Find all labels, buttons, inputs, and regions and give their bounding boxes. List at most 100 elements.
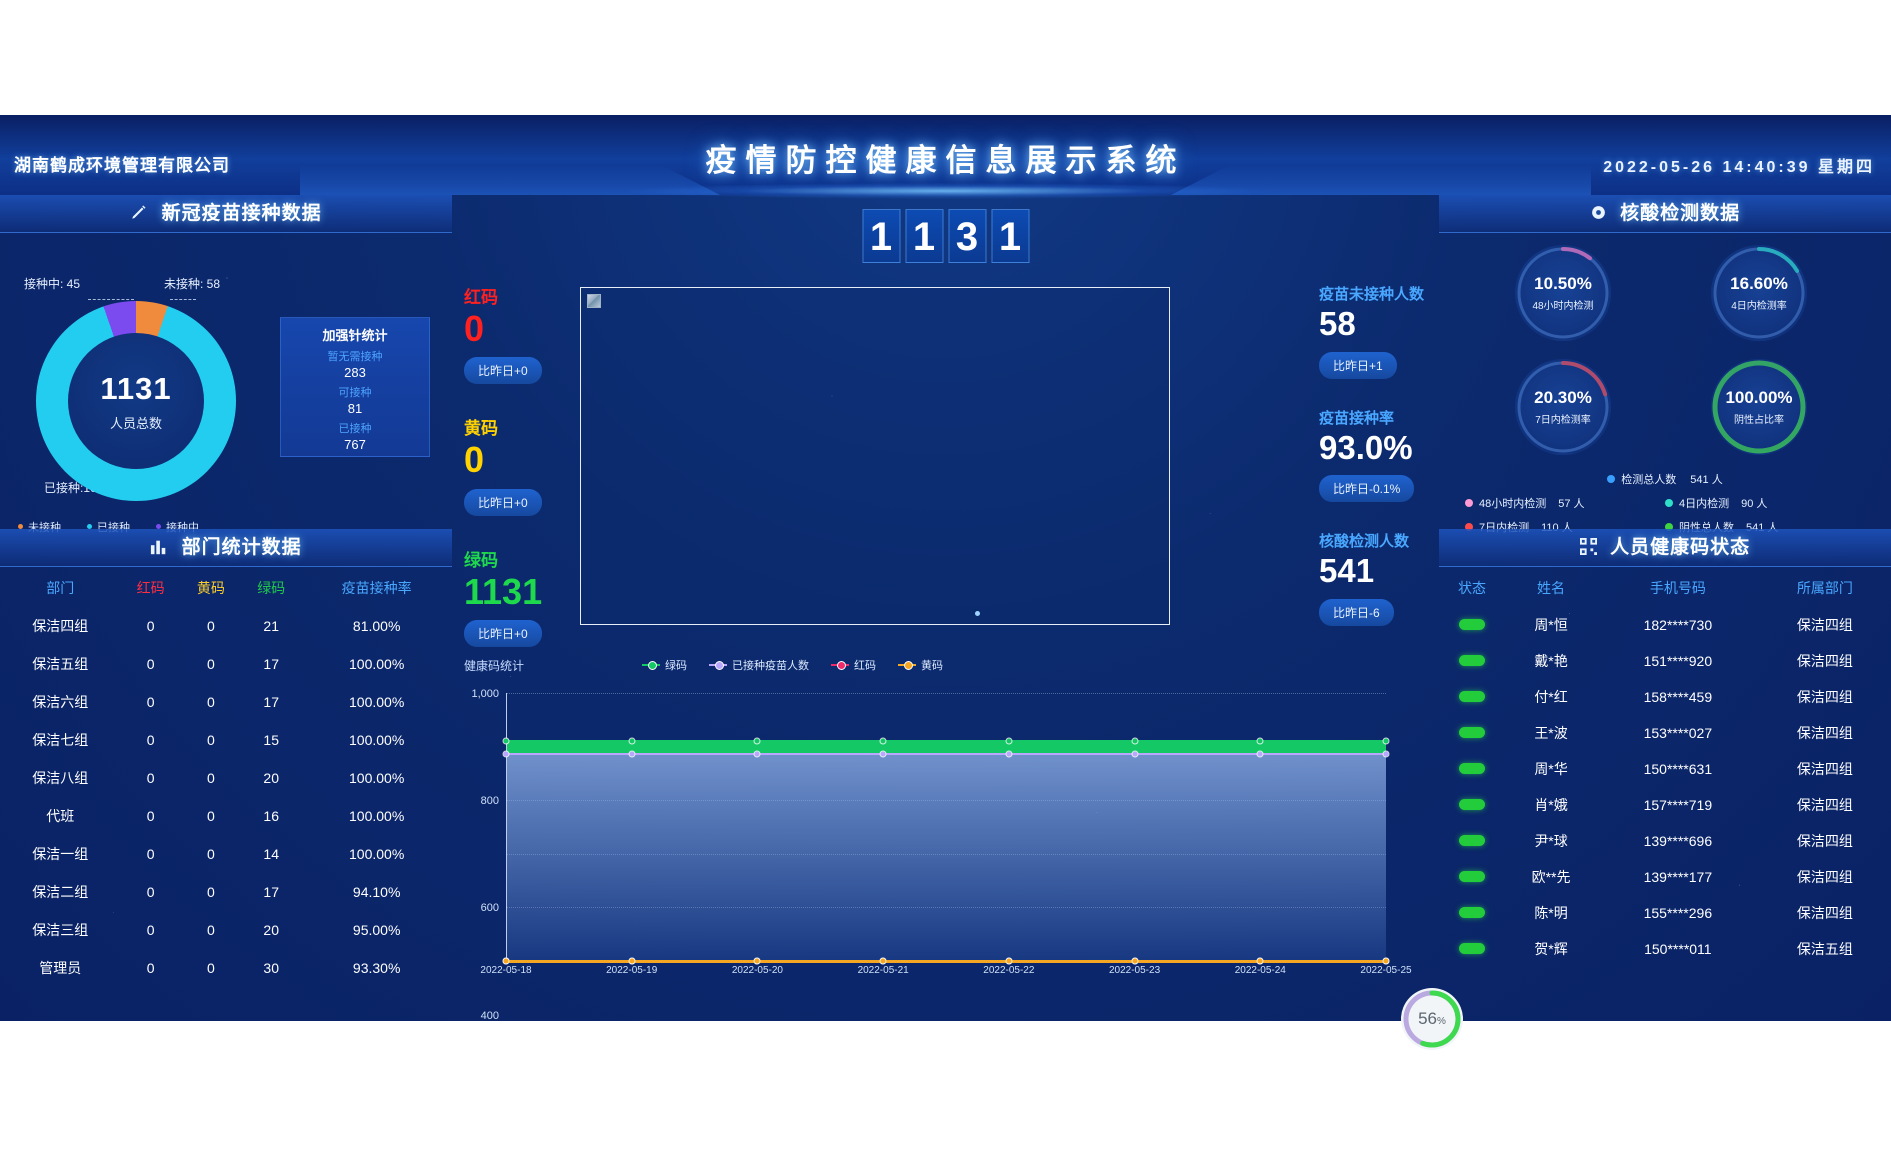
- chart-legend-item[interactable]: 黄码: [898, 657, 943, 673]
- map-container[interactable]: [580, 287, 1170, 625]
- cell-green: 17: [263, 656, 279, 672]
- table-row[interactable]: 保洁四组 0 0 21 81.00%: [0, 607, 452, 645]
- chart-data-point[interactable]: [754, 738, 760, 744]
- chart-data-point[interactable]: [1383, 738, 1389, 744]
- col-status: 状态: [1458, 580, 1487, 596]
- table-row[interactable]: 保洁五组 0 0 17 100.00%: [0, 645, 452, 683]
- cell-red: 0: [146, 732, 155, 748]
- chart-legend-item[interactable]: 已接种疫苗人数: [709, 657, 809, 673]
- list-item[interactable]: 肖*娥 157****719 保洁四组: [1439, 787, 1891, 823]
- cell-dept: 保洁八组: [32, 770, 89, 786]
- list-item[interactable]: 戴*艳 151****920 保洁四组: [1439, 643, 1891, 679]
- progress-widget[interactable]: 56%: [1401, 988, 1463, 1050]
- chart-data-point[interactable]: [1006, 738, 1012, 744]
- table-row[interactable]: 代班 0 0 16 100.00%: [0, 797, 452, 835]
- cell-green: 14: [263, 846, 279, 862]
- cell-status: [1439, 787, 1505, 823]
- col-green: 绿码: [257, 580, 286, 596]
- chart-data-point[interactable]: [880, 958, 886, 964]
- list-item[interactable]: 周*恒 182****730 保洁四组: [1439, 607, 1891, 643]
- chart-data-point[interactable]: [1132, 738, 1138, 744]
- list-item[interactable]: 贺*辉 150****011 保洁五组: [1439, 931, 1891, 967]
- chart-title: 健康码统计: [464, 659, 525, 673]
- department-stats-panel: 部门统计数据 部门 红码 黄码 绿码 疫苗接种率 保洁四组 0 0 21 81.00% 保…: [0, 529, 452, 1021]
- legend-marker-icon: [642, 661, 660, 670]
- list-item[interactable]: 周*华 150****631 保洁四组: [1439, 751, 1891, 787]
- cell-department: 保洁四组: [1796, 797, 1853, 813]
- cell-name: 贺*辉: [1534, 941, 1568, 957]
- chart-data-point[interactable]: [880, 738, 886, 744]
- chart-data-point[interactable]: [629, 958, 635, 964]
- chart-x-tick: 2022-05-18: [480, 965, 532, 976]
- chart-data-point[interactable]: [629, 738, 635, 744]
- chart-data-point[interactable]: [1132, 751, 1138, 757]
- chart-data-point[interactable]: [754, 958, 760, 964]
- cell-dept: 保洁三组: [32, 922, 89, 938]
- nucleic-legend-total: 检测总人数 541 人: [1439, 471, 1891, 487]
- chart-data-point[interactable]: [1006, 958, 1012, 964]
- cell-green: 15: [263, 732, 279, 748]
- red-code-value: 0: [464, 308, 485, 349]
- cell-rate: 100.00%: [349, 808, 405, 824]
- company-name: 湖南鹤成环境管理有限公司: [14, 156, 230, 175]
- chart-legend-item[interactable]: 红码: [831, 657, 876, 673]
- table-row[interactable]: 保洁一组 0 0 14 100.00%: [0, 835, 452, 873]
- chart-data-point[interactable]: [1257, 738, 1263, 744]
- ring-4day: 16.60% 4日内检测率: [1711, 245, 1807, 341]
- cell-status: [1439, 715, 1505, 751]
- nucleic-test-panel: 核酸检测数据 10.50% 48小时内检测 16.60% 4日内检测率 20.30%…: [1439, 195, 1891, 534]
- status-badge: [1459, 691, 1486, 702]
- red-code-delta: 比昨日+0: [464, 357, 542, 385]
- syringe-icon: [130, 197, 148, 235]
- cell-status: [1439, 931, 1505, 967]
- legend-48h: 48小时内检测 57 人: [1465, 495, 1665, 511]
- chart-legend-item[interactable]: 绿码: [642, 657, 687, 673]
- chart-x-tick: 2022-05-24: [1234, 965, 1286, 976]
- cell-phone: 182****730: [1643, 617, 1713, 633]
- chart-data-point[interactable]: [1383, 958, 1389, 964]
- table-row[interactable]: 保洁三组 0 0 20 95.00%: [0, 911, 452, 949]
- list-item[interactable]: 陈*明 155****296 保洁四组: [1439, 895, 1891, 931]
- chart-series-line: [507, 739, 1386, 743]
- list-item[interactable]: 尹*球 139****696 保洁四组: [1439, 823, 1891, 859]
- col-department: 所属部门: [1796, 580, 1853, 596]
- cell-department: 保洁四组: [1796, 725, 1853, 741]
- chart-data-point[interactable]: [754, 751, 760, 757]
- unvaccinated-value: 58: [1319, 305, 1356, 342]
- chart-data-point[interactable]: [880, 751, 886, 757]
- status-badge: [1459, 763, 1486, 774]
- chart-data-point[interactable]: [629, 751, 635, 757]
- table-row[interactable]: 保洁二组 0 0 17 94.10%: [0, 873, 452, 911]
- green-code-title: 绿码: [464, 550, 498, 570]
- chart-data-point[interactable]: [1132, 958, 1138, 964]
- green-code-delta: 比昨日+0: [464, 620, 542, 648]
- chart-data-point[interactable]: [1006, 751, 1012, 757]
- table-row[interactable]: 保洁八组 0 0 20 100.00%: [0, 759, 452, 797]
- chart-data-point[interactable]: [1257, 751, 1263, 757]
- chart-data-point[interactable]: [503, 751, 509, 757]
- list-item[interactable]: 欧**先 139****177 保洁四组: [1439, 859, 1891, 895]
- datetime-display: 2022-05-26 14:40:39 星期四: [1603, 159, 1875, 176]
- chart-legend[interactable]: 绿码 已接种疫苗人数 红码 黄码: [642, 657, 943, 673]
- chart-data-point[interactable]: [1257, 958, 1263, 964]
- cell-yellow: 0: [207, 884, 215, 900]
- chart-data-point[interactable]: [503, 738, 509, 744]
- cell-department: 保洁四组: [1796, 905, 1853, 921]
- legend-marker-icon: [709, 661, 727, 670]
- cell-rate: 100.00%: [349, 770, 405, 786]
- list-item[interactable]: 王*波 153****027 保洁四组: [1439, 715, 1891, 751]
- list-item[interactable]: 付*红 158****459 保洁四组: [1439, 679, 1891, 715]
- cell-dept: 代班: [46, 808, 75, 824]
- chart-x-tick: 2022-05-20: [731, 965, 783, 976]
- chart-data-point[interactable]: [1383, 751, 1389, 757]
- cell-rate: 93.30%: [352, 960, 401, 976]
- health-panel-header: 人员健康码状态: [1439, 529, 1891, 567]
- cell-red: 0: [146, 656, 155, 672]
- chart-data-point[interactable]: [503, 958, 509, 964]
- table-row[interactable]: 保洁六组 0 0 17 100.00%: [0, 683, 452, 721]
- table-row[interactable]: 保洁七组 0 0 15 100.00%: [0, 721, 452, 759]
- cell-green: 20: [263, 922, 279, 938]
- table-row[interactable]: 管理员 0 0 30 93.30%: [0, 949, 452, 987]
- booster-value-1: 81: [347, 401, 363, 416]
- ring-7day: 20.30% 7日内检测率: [1515, 359, 1611, 455]
